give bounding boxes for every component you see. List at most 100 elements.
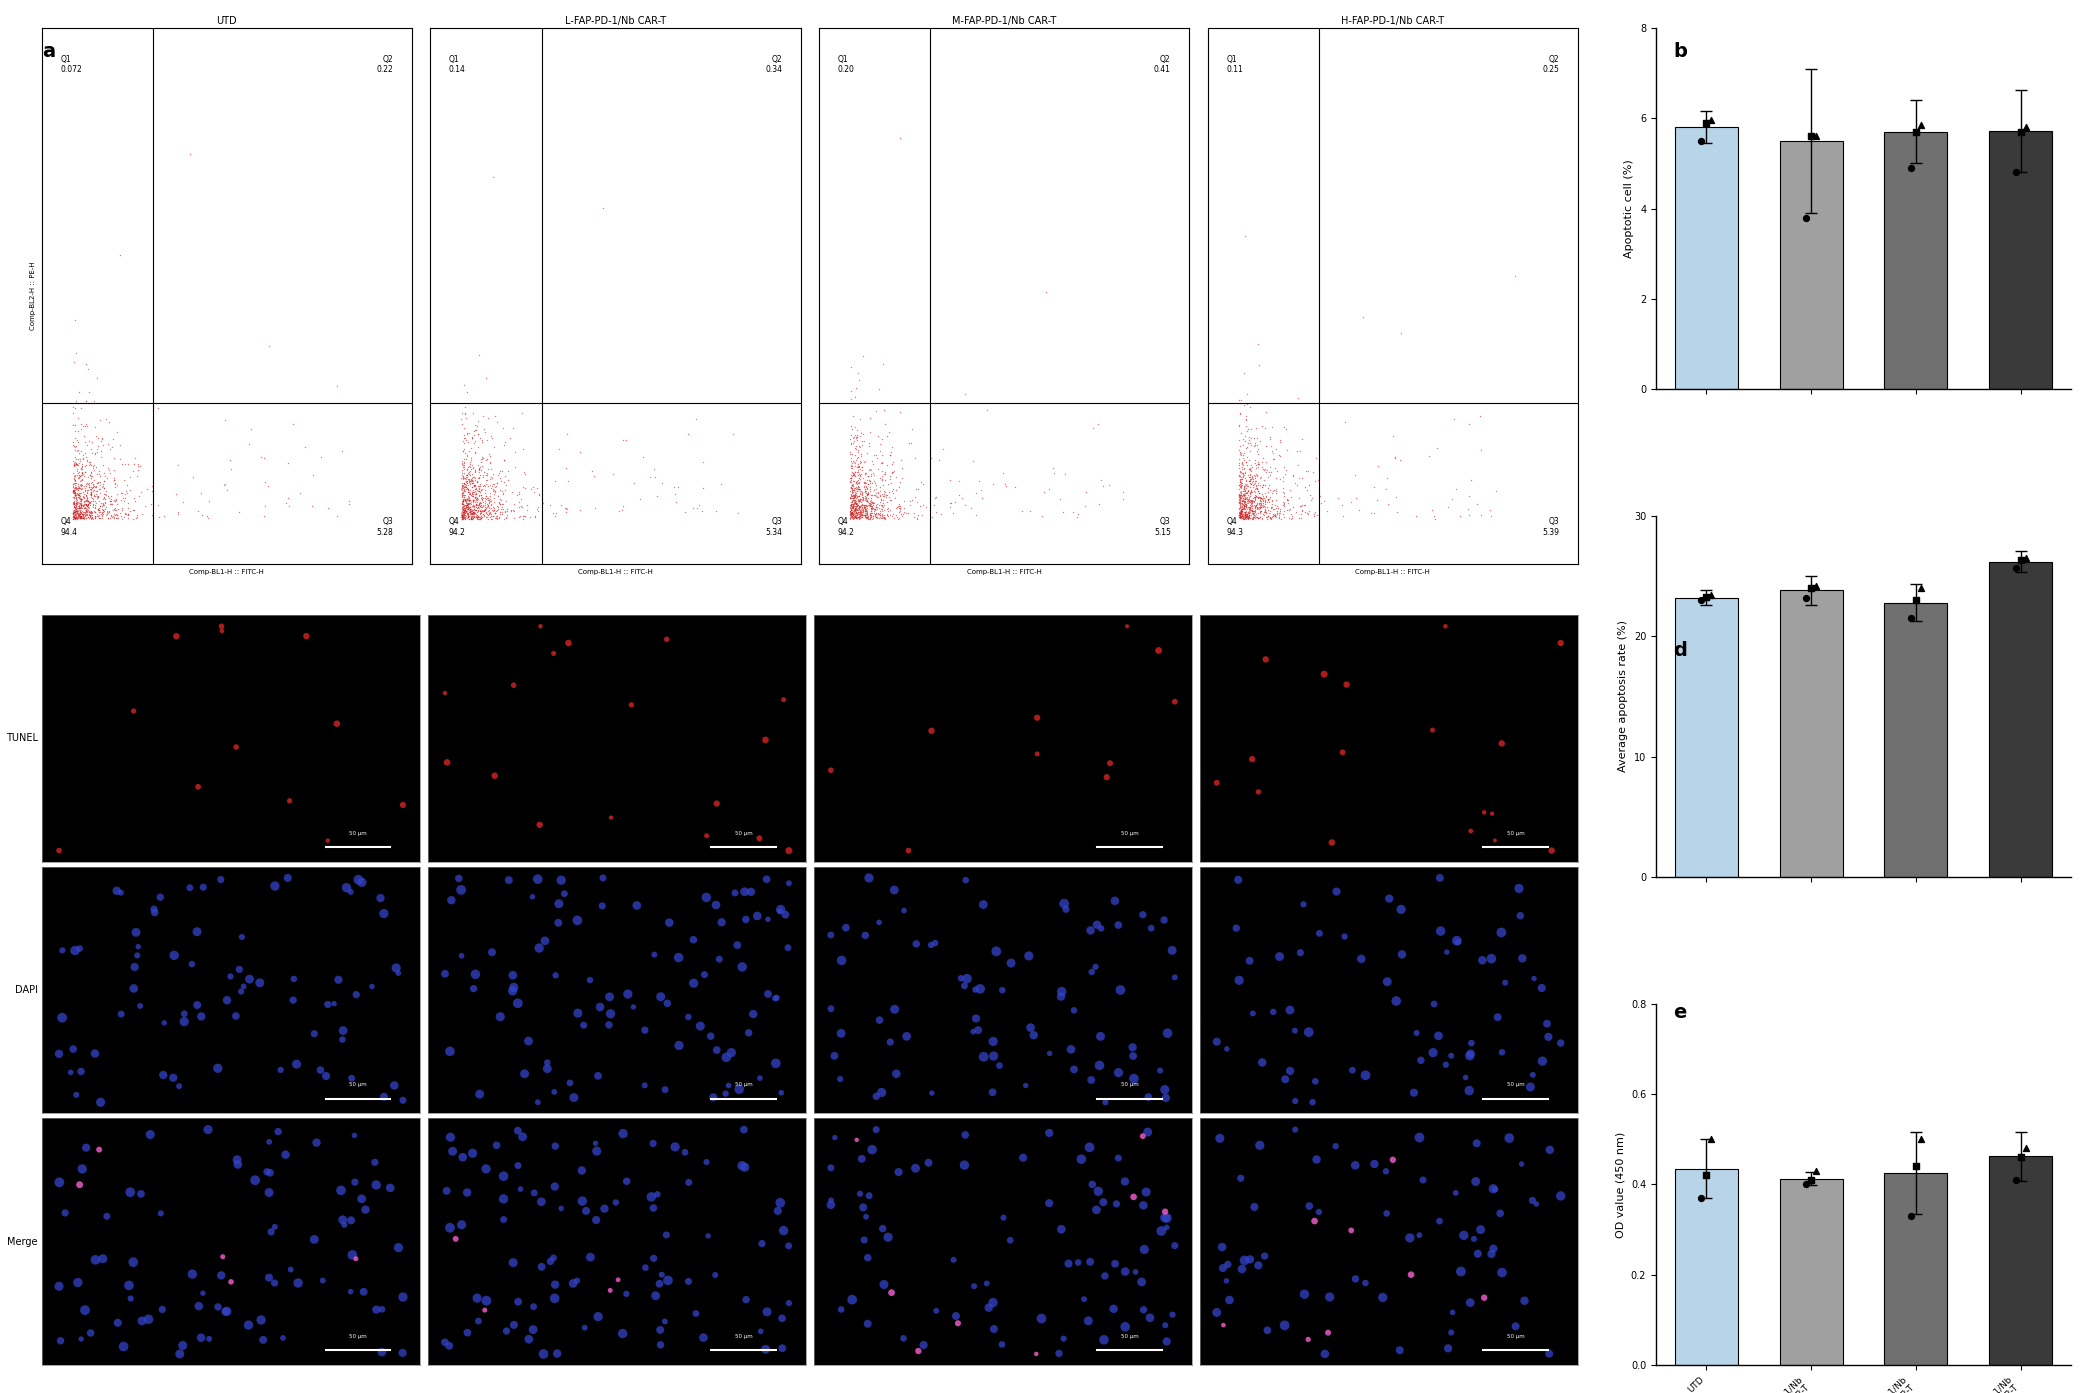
Point — [1054, 1038, 1088, 1060]
Point — [63, 507, 96, 529]
Point — [854, 495, 887, 517]
Point — [464, 493, 498, 515]
Point — [77, 500, 111, 522]
Point — [538, 1273, 571, 1295]
Point — [847, 1229, 881, 1251]
Point — [469, 464, 502, 486]
Point — [454, 426, 487, 449]
Point — [471, 447, 504, 469]
Point — [1255, 506, 1289, 528]
Point — [839, 507, 872, 529]
Point — [113, 465, 146, 488]
Point — [458, 504, 492, 527]
Point — [1284, 500, 1318, 522]
Point — [1249, 486, 1282, 508]
Point — [1253, 490, 1287, 513]
Point — [59, 485, 92, 507]
Point — [1234, 492, 1268, 514]
Point — [63, 483, 96, 506]
Point — [1224, 443, 1257, 465]
Point — [220, 1149, 253, 1172]
Point — [1159, 967, 1192, 989]
Point — [59, 479, 92, 501]
Point — [456, 483, 490, 506]
Point — [843, 503, 877, 525]
Point — [839, 486, 872, 508]
Point — [841, 456, 874, 478]
Point — [1008, 1074, 1042, 1096]
Point — [854, 432, 887, 454]
Point — [1079, 956, 1113, 978]
Point — [841, 453, 874, 475]
Point — [483, 493, 517, 515]
Point — [1226, 471, 1259, 493]
Point — [849, 495, 883, 517]
Point — [59, 486, 92, 508]
Point — [847, 1197, 881, 1219]
Point — [1222, 500, 1255, 522]
Point — [1224, 506, 1257, 528]
Point — [1245, 496, 1278, 518]
Point — [467, 493, 500, 515]
Point — [854, 492, 887, 514]
Point — [59, 496, 92, 518]
Point — [1236, 426, 1270, 449]
Point — [456, 504, 490, 527]
Point — [860, 506, 893, 528]
Point — [1226, 451, 1259, 474]
Point — [77, 497, 111, 520]
Point — [1224, 495, 1257, 517]
Point — [843, 465, 877, 488]
Point — [276, 412, 310, 435]
Point — [63, 447, 96, 469]
Point — [1234, 490, 1268, 513]
Point — [1222, 869, 1255, 892]
Point — [498, 674, 531, 696]
Point — [772, 1291, 805, 1314]
Point — [446, 482, 479, 504]
Point — [73, 501, 107, 524]
Point — [837, 462, 870, 485]
Point — [446, 467, 479, 489]
Point — [452, 430, 485, 453]
Point — [479, 481, 513, 503]
Point — [1464, 1219, 1498, 1241]
Point — [870, 503, 904, 525]
Point — [667, 500, 701, 522]
Point — [866, 469, 900, 492]
Point — [1224, 472, 1257, 495]
Point — [1224, 482, 1257, 504]
Point — [77, 475, 111, 497]
Point — [446, 504, 479, 527]
Point — [59, 465, 92, 488]
Point — [1358, 501, 1391, 524]
Point — [485, 482, 519, 504]
Point — [904, 495, 937, 517]
Point — [1224, 468, 1257, 490]
Point — [1243, 488, 1276, 510]
Point — [46, 1007, 79, 1029]
Point — [839, 492, 872, 514]
Point — [456, 426, 490, 449]
Point — [1075, 1173, 1109, 1195]
Point — [856, 507, 889, 529]
Point — [1245, 488, 1278, 510]
Point — [866, 495, 900, 517]
Point — [1098, 890, 1132, 912]
Point — [450, 499, 483, 521]
Point — [452, 478, 485, 500]
Point — [446, 472, 479, 495]
Point — [883, 500, 916, 522]
Point — [454, 496, 487, 518]
Point — [594, 1003, 628, 1025]
Point — [446, 464, 479, 486]
Point — [1228, 507, 1261, 529]
Point — [833, 506, 866, 528]
Point — [485, 493, 519, 515]
Point — [100, 1312, 134, 1334]
Point — [75, 500, 109, 522]
Point — [498, 507, 531, 529]
Point — [56, 401, 90, 423]
Point — [680, 496, 713, 518]
Point — [1234, 507, 1268, 529]
